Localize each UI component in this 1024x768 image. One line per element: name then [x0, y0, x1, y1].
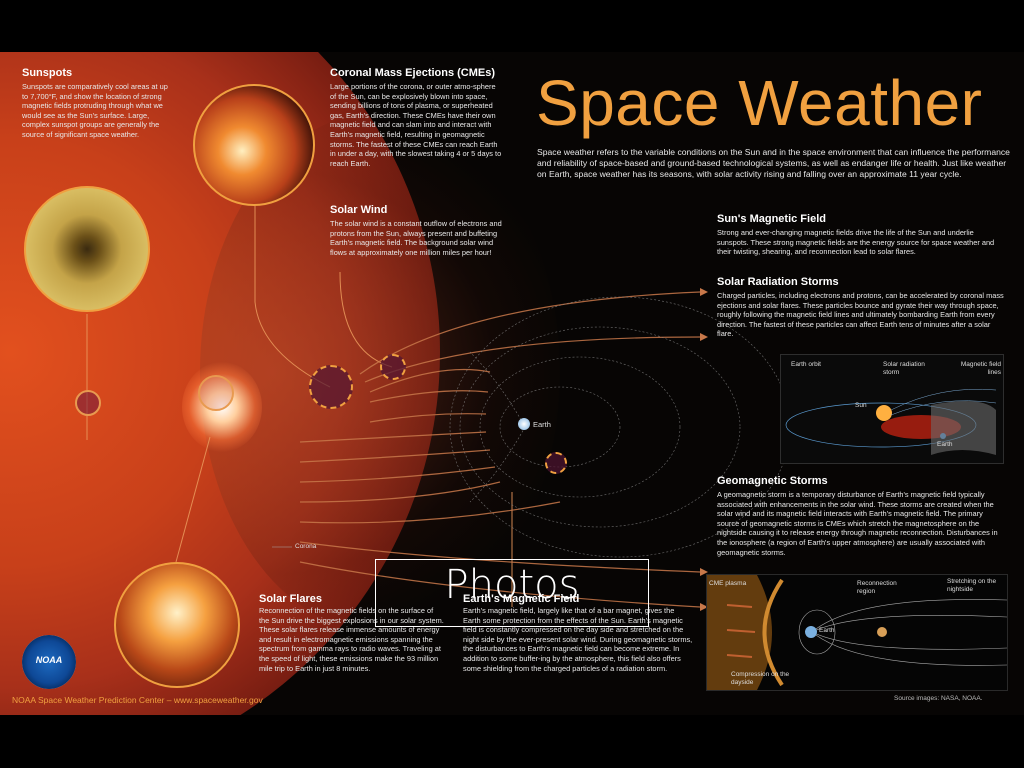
- source-credit: Source images: NASA, NOAA.: [894, 695, 983, 702]
- geomagnetic-storm-diagram: CME plasma Reconnection region Stretchin…: [706, 574, 1008, 691]
- earth-field-marker: [545, 452, 567, 474]
- rad-earth-label: Earth: [937, 441, 953, 448]
- earths-magnetic-field-text: Earth's magnetic field, largely like tha…: [463, 606, 693, 673]
- sunspot-marker: [75, 390, 101, 416]
- sunspot-photo: [24, 186, 150, 312]
- solar-radiation-storm-label: Solar radiation storm: [883, 361, 925, 376]
- space-weather-poster: Earth Corona Space Weather Space weather…: [0, 52, 1024, 715]
- corona-label: Corona: [295, 543, 317, 550]
- geo-earth-label: Earth: [819, 627, 835, 634]
- suns-magnetic-field-title: Sun's Magnetic Field: [717, 213, 826, 225]
- cme-photo: [193, 84, 315, 206]
- compression-dayside-label: Compression on the dayside: [731, 671, 790, 686]
- earth-orbit-label: Earth orbit: [791, 361, 821, 368]
- solar-wind-marker: [380, 354, 406, 380]
- flare-marker: [198, 375, 234, 411]
- geomagnetic-storms-title: Geomagnetic Storms: [717, 475, 828, 487]
- radiation-storm-diagram: Earth orbit Solar radiation storm Magnet…: [780, 354, 1004, 464]
- photos-overlay-label: Photos: [375, 559, 649, 627]
- rad-sun-label: Sun: [855, 402, 867, 409]
- solar-flares-title: Solar Flares: [259, 593, 322, 605]
- geomagnetic-storms-text: A geomagnetic storm is a temporary distu…: [717, 490, 998, 557]
- solar-radiation-storms-title: Solar Radiation Storms: [717, 276, 839, 288]
- cme-plasma-label: CME plasma: [709, 580, 747, 587]
- solar-radiation-storms-text: Charged particles, including electrons a…: [717, 291, 1004, 339]
- sunspots-text: Sunspots are comparatively cool areas at…: [22, 82, 168, 139]
- cme-title: Coronal Mass Ejections (CMEs): [330, 67, 496, 79]
- cme-text: Large portions of the corona, or outer a…: [330, 82, 502, 168]
- reconnection-region-label: Reconnection region: [857, 580, 897, 595]
- sunspots-title: Sunspots: [22, 67, 73, 79]
- earth-icon: [518, 418, 530, 430]
- solar-flare-photo: [114, 562, 240, 688]
- noaa-logo: NOAA: [22, 635, 76, 689]
- photos-label: Photos: [444, 562, 580, 608]
- solar-wind-title: Solar Wind: [330, 204, 388, 216]
- stretching-nightside-label: Stretching on the nightside: [947, 578, 997, 593]
- solar-wind-text: The solar wind is a constant outflow of …: [330, 219, 502, 257]
- cme-marker: [309, 365, 353, 409]
- footer-credit: NOAA Space Weather Prediction Center – w…: [12, 695, 263, 705]
- suns-magnetic-field-text: Strong and ever-changing magnetic fields…: [717, 228, 995, 257]
- earth-label: Earth: [533, 420, 551, 429]
- intro-text: Space weather refers to the variable con…: [537, 147, 1010, 179]
- earths-magnetic-field-title: Earth's Magnetic Field: [463, 593, 580, 605]
- magnetic-field-lines-label: Magnetic field lines: [960, 361, 1001, 376]
- solar-flares-text: Reconnection of the magnetic fields on t…: [259, 606, 444, 673]
- page-title: Space Weather: [536, 67, 983, 139]
